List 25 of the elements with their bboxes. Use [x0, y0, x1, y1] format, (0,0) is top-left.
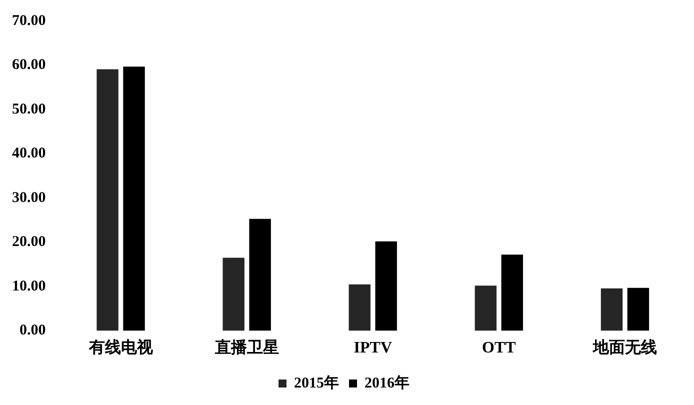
- x-tick-label: 地面无线: [592, 338, 657, 357]
- bar: [375, 241, 397, 331]
- bar: [222, 258, 244, 331]
- legend-label: 2015年: [294, 374, 339, 392]
- y-tick-label: 20.00: [12, 234, 46, 250]
- y-tick-label: 70.00: [12, 12, 46, 29]
- bar: [600, 288, 623, 331]
- y-tick-label: 0.00: [20, 322, 46, 339]
- bar: [474, 286, 497, 331]
- bar: [627, 288, 650, 331]
- x-tick-label: 直播卫星: [214, 338, 279, 357]
- x-tick-label: 有线电视: [88, 338, 154, 357]
- x-tick-label: IPTV: [354, 340, 392, 357]
- legend-label: 2016年: [364, 374, 410, 392]
- y-tick-label: 10.00: [12, 278, 46, 294]
- bar: [123, 66, 145, 331]
- bar: [348, 284, 370, 331]
- bar: [96, 69, 118, 331]
- y-tick-label: 60.00: [12, 57, 46, 74]
- bar: [249, 218, 271, 331]
- bar: [501, 254, 524, 331]
- y-tick-label: 30.00: [12, 190, 46, 206]
- x-tick-label: OTT: [482, 340, 516, 357]
- y-tick-label: 50.00: [12, 101, 46, 118]
- y-tick-label: 40.00: [12, 146, 46, 162]
